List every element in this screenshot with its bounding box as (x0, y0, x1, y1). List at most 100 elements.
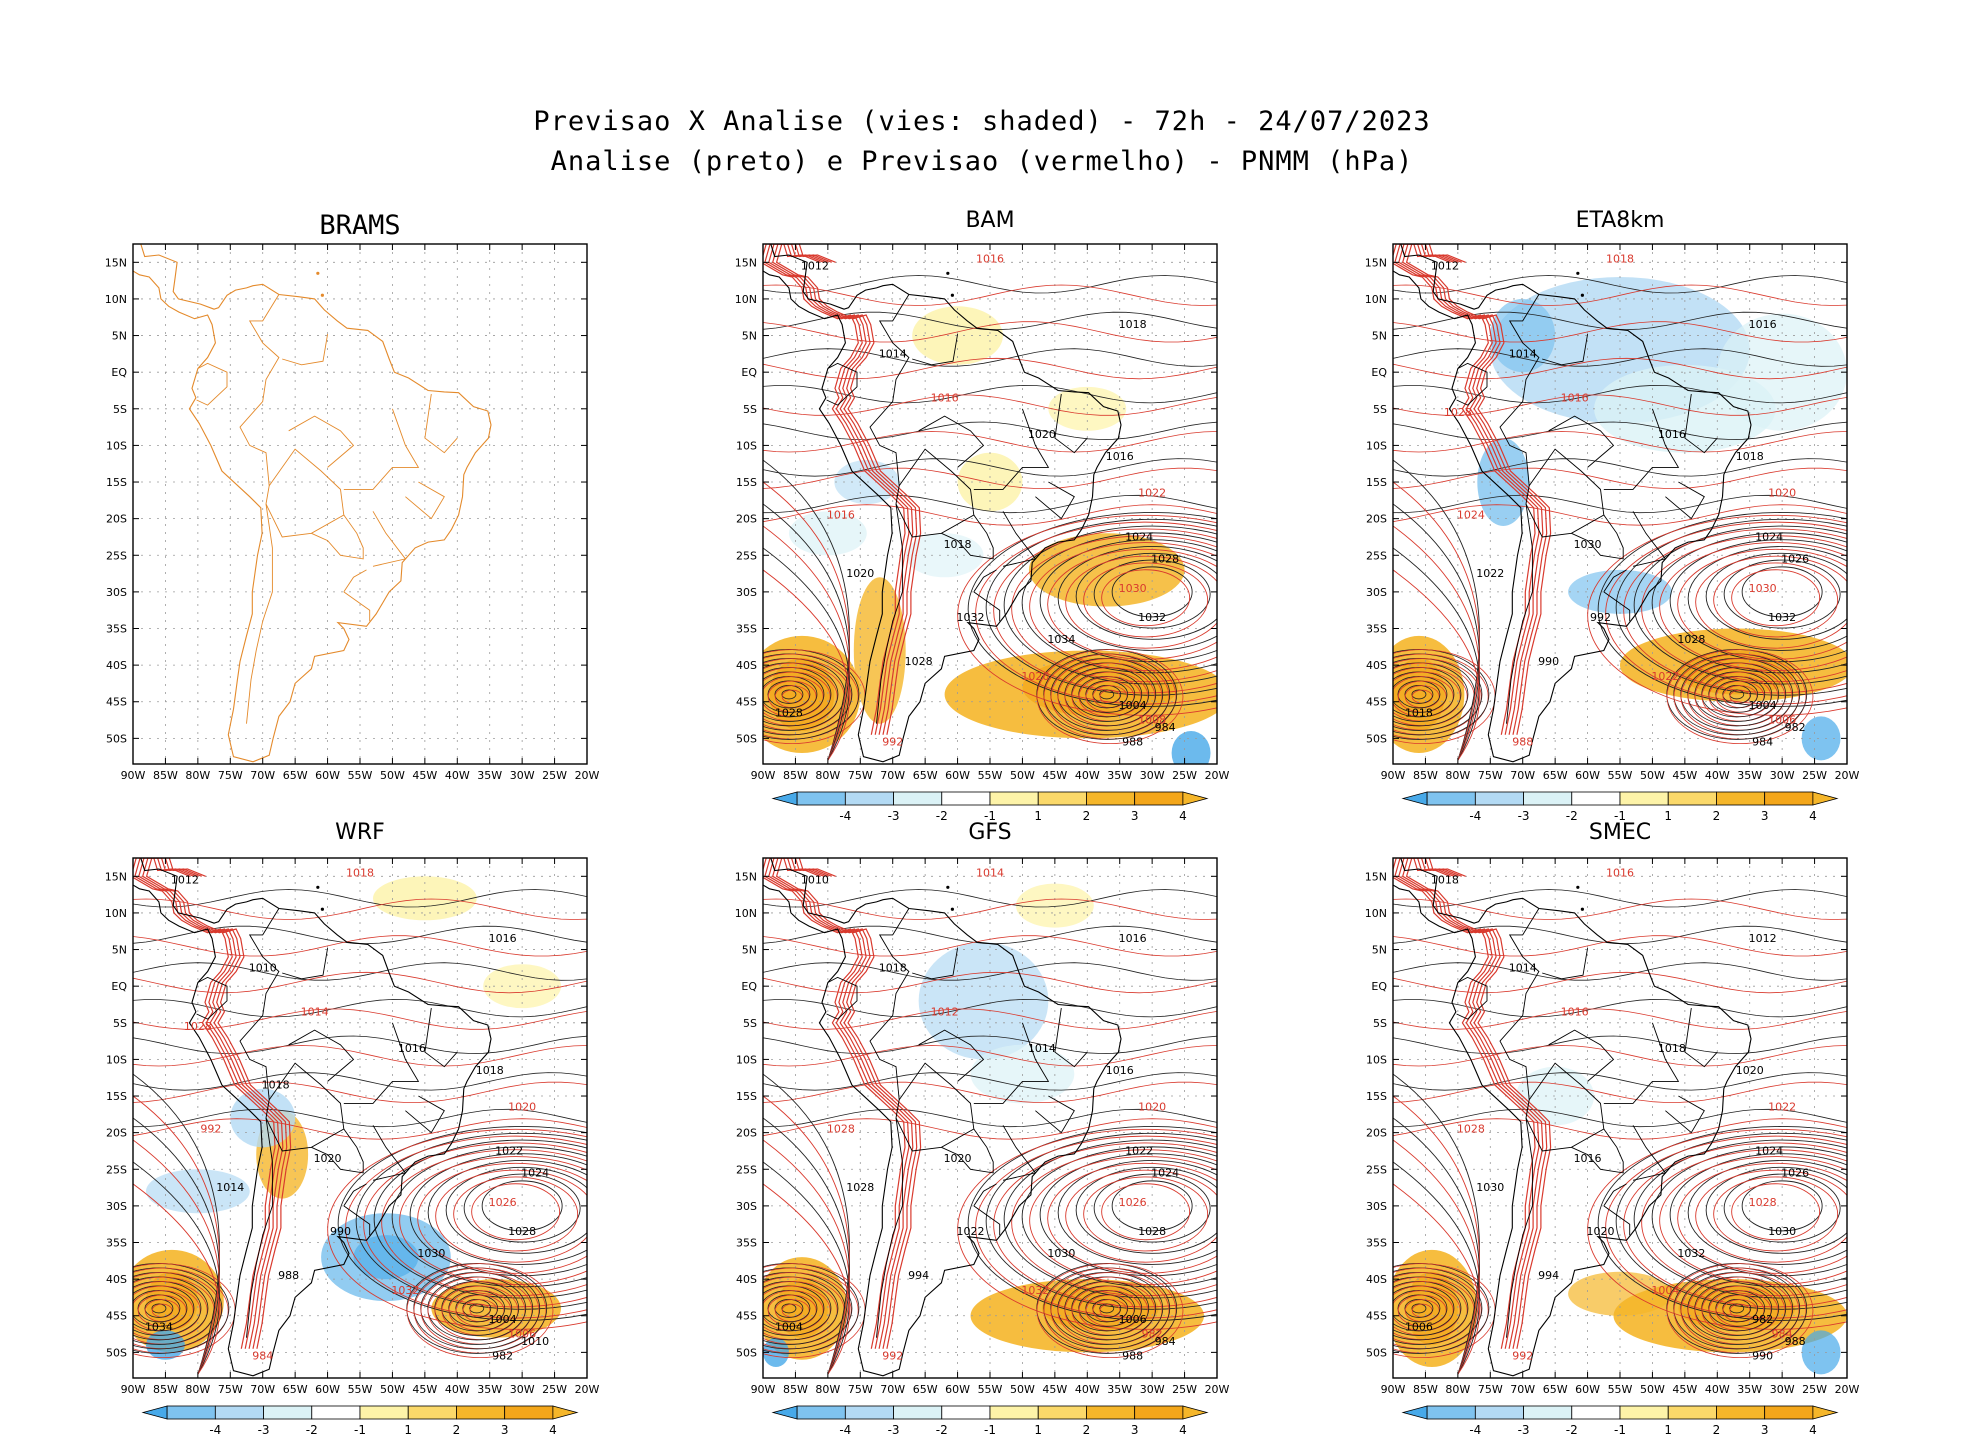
lon-tick-label: 25W (1802, 769, 1827, 782)
island (950, 907, 954, 911)
colorbar-label: 4 (1809, 1423, 1817, 1436)
colorbar-segment (359, 1405, 409, 1420)
isobar-forecast (993, 528, 1217, 694)
contour-label: 992 (882, 736, 903, 749)
lon-tick-label: 35W (1737, 769, 1762, 782)
lon-tick-label: 90W (121, 769, 146, 782)
island (1576, 885, 1580, 889)
lon-tick-label: 55W (1608, 1383, 1633, 1396)
isobar-andes (1401, 858, 1548, 1349)
isobar-analysis (1393, 998, 1847, 1018)
country-border (196, 976, 228, 1020)
country-border (343, 591, 371, 622)
isobar-andes (141, 858, 288, 1349)
isobar-pacific (133, 1073, 220, 1375)
contour-label: 1016 (1106, 450, 1134, 463)
contour-label: 1016 (1106, 1064, 1134, 1077)
lat-tick-label: 45S (106, 1310, 127, 1323)
isobar-low-forecast (1666, 649, 1814, 745)
lat-tick-label: 30S (106, 1200, 127, 1213)
lat-tick-label: 5N (112, 944, 127, 957)
country-border (1665, 481, 1705, 520)
isobar-analysis (427, 1160, 587, 1265)
isobar-forecast (1393, 357, 1847, 380)
lat-tick-label: 45S (1366, 1310, 1387, 1323)
isobar-forecast (1659, 542, 1847, 671)
isobar-analysis (1687, 546, 1847, 651)
isobar-analysis (1039, 539, 1217, 663)
country-border (895, 1062, 975, 1152)
isobar-analysis (1669, 539, 1847, 663)
isobar-analysis (1039, 1153, 1217, 1277)
isobar-pacific (763, 1161, 850, 1375)
lon-tick-label: 75W (218, 769, 243, 782)
contour-label: 1016 (1574, 1152, 1602, 1165)
isobar-forecast (993, 1142, 1217, 1308)
lat-tick-label: 20S (1366, 1127, 1387, 1140)
isobar-forecast (957, 514, 1217, 716)
country-border (918, 1029, 985, 1082)
isobar-forecast (453, 1176, 579, 1252)
isobar-forecast (1393, 971, 1847, 994)
lat-tick-label: 40S (106, 659, 127, 672)
country-border (826, 976, 858, 1020)
contour-label: 1022 (1768, 1101, 1796, 1114)
lon-tick-label: 90W (751, 1383, 776, 1396)
contour-label: 1018 (1658, 1042, 1686, 1055)
contour-label: 1014 (216, 1181, 244, 1194)
map-panel-wrf: 1012 1018 1016 1010 1014 1016 1018 1020 1022 1024… (105, 857, 600, 1436)
isobar-forecast (763, 394, 1217, 416)
colorbar-segment (1619, 1405, 1669, 1420)
country-border (1603, 591, 1631, 622)
colorbar-segment (1474, 1405, 1524, 1420)
island (1508, 231, 1511, 234)
country-border (1665, 1095, 1705, 1134)
isobar-forecast (957, 1128, 1217, 1330)
isobar-low-forecast (1036, 649, 1184, 745)
lon-tick-label: 35W (1737, 1383, 1762, 1396)
colorbar-label: 1 (1034, 809, 1042, 823)
country-border (282, 334, 329, 366)
contour-label: 1022 (1651, 670, 1679, 683)
contour-label: 1020 (314, 1152, 342, 1165)
lat-tick-label: 15N (105, 870, 127, 883)
contour-label: 990 (330, 1225, 351, 1238)
colorbar-segment (1426, 791, 1476, 806)
isobar-forecast (133, 1081, 587, 1103)
contour-label: 1026 (1781, 553, 1809, 566)
isobar-andes (1405, 858, 1552, 1349)
contour-label: 1016 (398, 1042, 426, 1055)
lat-tick-label: 15N (735, 256, 757, 269)
lon-tick-label: 80W (185, 769, 210, 782)
country-border (1603, 408, 1680, 490)
colorbar-label: 3 (501, 1423, 509, 1436)
lon-tick-label: 20W (1205, 769, 1230, 782)
colorbar-label: 4 (1179, 809, 1187, 823)
contour-label: 994 (908, 1269, 929, 1282)
lon-tick-label: 85W (783, 769, 808, 782)
lon-tick-label: 65W (1543, 769, 1568, 782)
isobar-analysis (1741, 1180, 1823, 1232)
lon-tick-label: 25W (1172, 1383, 1197, 1396)
lat-tick-label: 5N (1372, 944, 1387, 957)
lat-tick-label: 10S (736, 439, 757, 452)
colorbar-label: -1 (1614, 809, 1626, 823)
isobar-pacific (763, 503, 850, 761)
lon-tick-label: 20W (1205, 1383, 1230, 1396)
isobar-forecast (1677, 548, 1847, 660)
isobar-forecast (1101, 1183, 1191, 1241)
lon-tick-label: 80W (1445, 1383, 1470, 1396)
lon-tick-label: 75W (1478, 1383, 1503, 1396)
lon-tick-label: 70W (880, 1383, 905, 1396)
lat-tick-label: 20S (736, 513, 757, 526)
lon-tick-label: 30W (510, 1383, 535, 1396)
island (1576, 271, 1580, 275)
colorbar-label: -2 (306, 1423, 318, 1436)
contour-label: 982 (1785, 721, 1806, 734)
country-border (912, 334, 959, 366)
contour-label: 1004 (489, 1313, 517, 1326)
country-border (343, 569, 367, 593)
isobar-analysis (763, 962, 1217, 981)
contour-label: 1018 (944, 538, 972, 551)
contour-label: 1010 (801, 874, 829, 887)
